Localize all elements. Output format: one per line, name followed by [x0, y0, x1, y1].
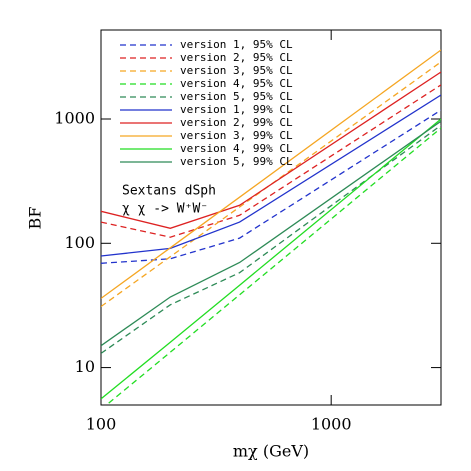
legend-label: version 3, 95% CL — [180, 64, 293, 77]
plot-frame — [100, 29, 442, 406]
x-tick-label: 100 — [86, 415, 117, 434]
x-axis-label: mχ (GeV) — [233, 442, 309, 461]
annotation: χ χ -> W⁺W⁻ — [122, 202, 208, 217]
legend-label: version 1, 99% CL — [180, 103, 293, 116]
y-tick-label: 1000 — [54, 108, 95, 127]
series-line — [105, 127, 441, 405]
series-line — [101, 94, 441, 257]
series-line — [101, 120, 441, 347]
series-line — [101, 118, 441, 400]
legend-label: version 2, 99% CL — [180, 116, 293, 129]
y-tick-label: 10 — [75, 357, 95, 376]
series-line — [101, 49, 441, 299]
y-axis-label: BF — [26, 207, 45, 230]
plot-area — [101, 49, 441, 405]
series-line — [101, 109, 441, 264]
series-line — [101, 124, 441, 354]
legend-label: version 4, 99% CL — [180, 142, 293, 155]
annotation: Sextans dSph — [122, 184, 216, 199]
legend-label: version 5, 95% CL — [180, 90, 293, 103]
legend-label: version 3, 99% CL — [180, 129, 293, 142]
series-line — [101, 61, 441, 308]
legend-label: version 4, 95% CL — [180, 77, 293, 90]
legend-label: version 5, 99% CL — [180, 155, 293, 168]
legend-label: version 1, 95% CL — [180, 38, 293, 51]
legend-label: version 2, 95% CL — [180, 51, 293, 64]
y-tick-label: 100 — [64, 233, 95, 252]
series-line — [101, 84, 441, 238]
x-tick-label: 1000 — [311, 415, 352, 434]
series-line — [101, 71, 441, 229]
